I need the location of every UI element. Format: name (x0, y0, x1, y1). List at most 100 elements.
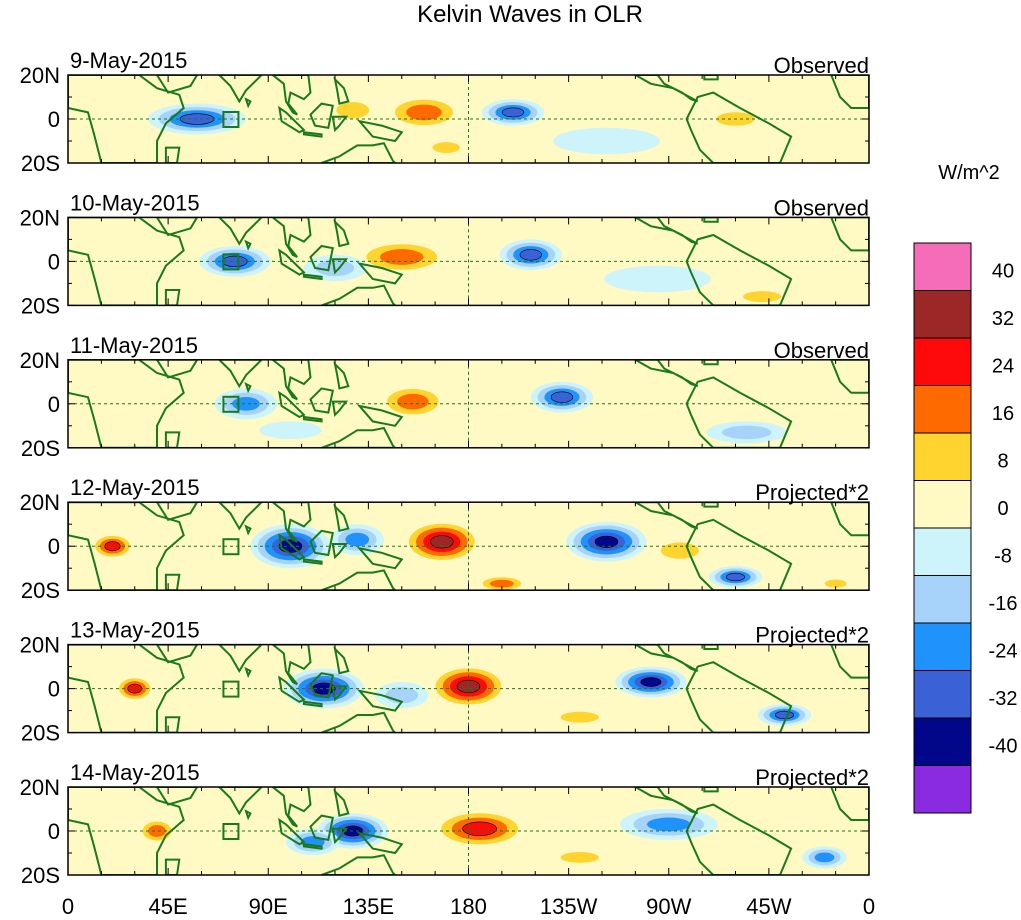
colorbar-swatch (913, 242, 972, 291)
reference-box (222, 823, 240, 840)
anomaly-band-7-2 (560, 711, 599, 723)
philippines-outline (333, 645, 350, 675)
anomaly-band-5-4 (774, 710, 795, 720)
sumatra-outline (278, 390, 306, 419)
anomaly-band-2-3 (379, 249, 424, 265)
borneo-outline (309, 244, 334, 272)
x-tick-label: 135E (343, 894, 394, 919)
sumatra-outline (278, 675, 306, 703)
central-america-outline (633, 359, 699, 388)
philippines-outline (333, 361, 350, 390)
panel-1: 20N 0 20S 9-May-2015 Observed (20, 48, 870, 176)
colorbar-swatch (913, 432, 972, 481)
colorbar-swatch (913, 717, 972, 766)
x-tick-label: 45E (149, 894, 188, 919)
indochina-outline (271, 217, 312, 258)
africa-outline (68, 75, 185, 163)
panel-label: Observed (774, 338, 869, 363)
colorbar-label: -16 (989, 593, 1018, 615)
anomaly-band-8-1 (704, 793, 767, 816)
colorbar-swatch (913, 765, 972, 814)
india-outline (217, 502, 264, 531)
south-america-outline (685, 803, 793, 875)
borneo-outline (309, 102, 334, 129)
y-tick-label: 20N (20, 205, 60, 230)
y-tick-label: 20N (20, 348, 60, 373)
x-tick-label: 0 (863, 894, 875, 919)
anomaly-field (114, 649, 812, 726)
anomaly-band-6-3 (490, 579, 514, 588)
colorbar-label: -40 (989, 736, 1018, 758)
panels: 20N 0 20S 9-May-2015 Observed 20N 0 20S 10-May-2… (20, 48, 870, 888)
anomaly-band-3-5 (430, 535, 454, 549)
anomaly-band-6-1 (633, 375, 705, 398)
anomaly-band-3-4 (519, 249, 542, 261)
newguinea-outline (356, 546, 404, 570)
anomaly-band-5-3 (814, 852, 835, 863)
anomaly-band-7-1 (259, 421, 322, 440)
central-america-outline (633, 75, 699, 103)
anomaly-band-7-2 (432, 142, 460, 154)
anomaly-band-2-3 (397, 393, 429, 410)
srilanka-outline (244, 666, 252, 679)
madagascar-outline (164, 431, 181, 448)
x-tick-label: 180 (450, 894, 487, 919)
srilanka-outline (244, 809, 252, 821)
reference-box (222, 680, 240, 698)
caribbean-outline (703, 75, 719, 81)
land-outlines (68, 359, 869, 448)
indochina-outline (271, 502, 312, 543)
south-america-outline (685, 376, 793, 448)
sulawesi-outline (331, 115, 349, 133)
arabia-outline (155, 502, 199, 521)
java-outline (302, 415, 323, 423)
westafrica-outline (830, 787, 869, 821)
colorbar-label: -24 (989, 641, 1018, 663)
philippines-outline (333, 76, 350, 105)
y-tick-label: 0 (48, 249, 60, 274)
anomaly-band-6-1 (530, 649, 594, 671)
y-tick-label: 0 (48, 534, 60, 559)
colorbar-units: W/m^2 (938, 162, 1000, 184)
philippines-outline (333, 218, 350, 248)
anomaly-band-8-1 (744, 141, 816, 159)
java-outline (302, 131, 323, 138)
philippines-outline (333, 788, 350, 817)
indochina-outline (271, 644, 312, 686)
colorbar-swatch (913, 575, 972, 624)
y-tick-label: 20S (21, 721, 60, 746)
sumatra-outline (278, 105, 306, 134)
anomaly-band-9-2 (824, 579, 847, 588)
newguinea-outline (356, 831, 404, 855)
panel-date: 9-May-2015 (70, 48, 187, 73)
x-tick-label: 90E (249, 894, 288, 919)
south-america-outline (685, 518, 793, 591)
anomaly-band-4-3 (646, 817, 691, 832)
colorbar-swatch (913, 670, 972, 719)
borneo-outline (309, 814, 334, 841)
chart-title: Kelvin Waves in OLR (417, 1, 643, 28)
anomaly-band-6-1 (606, 224, 669, 246)
colorbar-label: 16 (992, 403, 1014, 425)
y-tick-label: 20N (20, 633, 60, 658)
srilanka-outline (244, 524, 252, 536)
sulawesi-outline (331, 827, 349, 845)
colorbar-swatch (913, 385, 972, 434)
colorbar: W/m^2 40 32 24 16 8 0 -8 -16 -24 -32 -40 (913, 162, 1018, 814)
anomaly-band-5-2 (743, 291, 782, 303)
africa-outline (68, 787, 185, 875)
y-tick-label: 20S (21, 293, 60, 318)
colorbar-label: 32 (992, 308, 1014, 330)
india-outline (217, 787, 264, 816)
south-america-outline (685, 91, 793, 163)
anomaly-band-4-2 (721, 425, 772, 440)
panel-4: 20N 0 20S 12-May-2015 Projected*2 (20, 475, 870, 603)
newguinea-outline (356, 262, 404, 285)
anomaly-band-9-1 (553, 127, 660, 155)
borneo-outline (309, 387, 334, 414)
reference-box (222, 395, 240, 413)
x-tick-label: 0 (62, 894, 74, 919)
land-outlines (68, 644, 869, 733)
anomaly-band-3-4 (550, 391, 574, 403)
